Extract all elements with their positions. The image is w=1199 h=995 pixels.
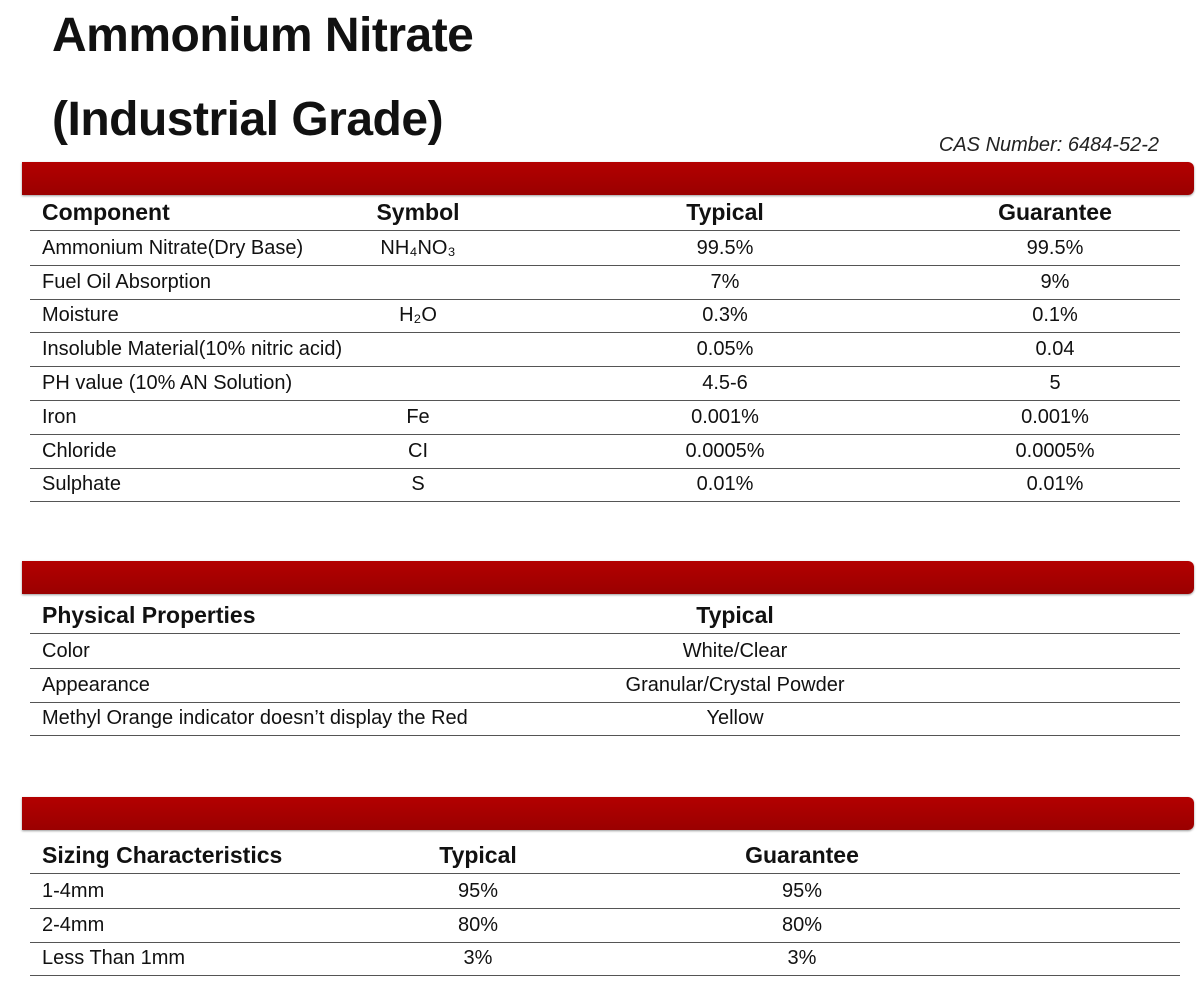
title: (Industrial Grade) bbox=[52, 93, 444, 146]
table-cell: 1-4mm bbox=[42, 879, 105, 902]
row-divider bbox=[30, 701, 1180, 703]
row-divider bbox=[30, 975, 1180, 977]
row-divider bbox=[30, 264, 1180, 266]
cas-number: CAS Number: 6484-52-2 bbox=[938, 134, 1159, 156]
row-divider bbox=[30, 873, 1180, 874]
table-cell: 80% bbox=[457, 913, 499, 936]
column-header: Guarantee bbox=[998, 199, 1112, 225]
table-cell: 5 bbox=[1049, 372, 1061, 394]
table-cell: 95% bbox=[457, 879, 499, 902]
table-cell: 7% bbox=[710, 270, 740, 293]
table-cell: Less Than 1mm bbox=[42, 947, 186, 970]
row-divider bbox=[30, 467, 1180, 469]
column-header: Symbol bbox=[376, 199, 460, 225]
row-divider bbox=[30, 633, 1180, 634]
section-bar bbox=[22, 561, 1194, 594]
table-cell: PH value (10% AN Solution) bbox=[42, 372, 293, 394]
row-divider bbox=[30, 735, 1180, 737]
table-cell: White/Clear bbox=[682, 639, 788, 662]
table-cell: 80% bbox=[781, 913, 823, 936]
table-cell: NH₄NO₃ bbox=[380, 236, 456, 259]
row-divider bbox=[30, 332, 1180, 334]
table-cell: 0.04 bbox=[1035, 338, 1075, 361]
table-cell: 0.0005% bbox=[1015, 439, 1095, 462]
column-header: Guarantee bbox=[745, 842, 859, 868]
table-cell: S bbox=[411, 473, 425, 496]
column-header: Sizing Characteristics bbox=[42, 842, 283, 868]
table-cell: 0.001% bbox=[1021, 405, 1089, 428]
table-cell: 0.01% bbox=[1026, 473, 1084, 496]
row-divider bbox=[30, 501, 1180, 503]
table-cell: Ammonium Nitrate(Dry Base) bbox=[42, 236, 304, 259]
table-cell: 9% bbox=[1040, 270, 1070, 293]
row-divider bbox=[30, 400, 1180, 401]
column-header: Typical bbox=[696, 602, 774, 628]
table-cell: 0.1% bbox=[1032, 304, 1078, 327]
row-divider bbox=[30, 907, 1180, 909]
table-cell: Chloride bbox=[42, 439, 117, 462]
row-divider bbox=[30, 941, 1180, 943]
table-cell: Appearance bbox=[42, 673, 150, 696]
table-cell: 0.05% bbox=[696, 338, 754, 361]
table-cell: 0.01% bbox=[696, 473, 754, 496]
table-cell: Insoluble Material(10% nitric acid) bbox=[42, 338, 343, 361]
section-bar bbox=[22, 797, 1194, 830]
table-cell: CI bbox=[408, 439, 428, 462]
table-cell: Yellow bbox=[706, 707, 764, 730]
row-divider bbox=[30, 230, 1180, 231]
row-divider bbox=[30, 298, 1180, 300]
table-cell: 3% bbox=[463, 947, 493, 970]
table-cell: 0.3% bbox=[702, 304, 748, 327]
column-header: Typical bbox=[439, 842, 517, 868]
table-cell: 95% bbox=[781, 879, 823, 902]
table-cell: Sulphate bbox=[42, 473, 121, 496]
table-cell: 99.5% bbox=[696, 236, 754, 259]
column-header: Typical bbox=[686, 199, 764, 225]
table-cell: 2-4mm bbox=[42, 913, 105, 936]
table-cell: 0.0005% bbox=[685, 439, 765, 462]
table-cell: Iron bbox=[42, 405, 77, 428]
table-cell: Methyl Orange indicator doesn’t display … bbox=[42, 707, 468, 730]
table-cell: Moisture bbox=[42, 304, 119, 327]
section-bar bbox=[22, 162, 1194, 195]
title: Ammonium Nitrate bbox=[52, 9, 474, 62]
column-header: Physical Properties bbox=[42, 602, 256, 628]
table-cell: Fe bbox=[406, 405, 430, 428]
row-divider bbox=[30, 433, 1180, 435]
row-divider bbox=[30, 667, 1180, 669]
table-cell: H₂O bbox=[399, 304, 437, 327]
table-cell: 4.5-6 bbox=[702, 372, 748, 394]
table-cell: Fuel Oil Absorption bbox=[42, 270, 211, 293]
row-divider bbox=[30, 366, 1180, 368]
table-cell: Granular/Crystal Powder bbox=[625, 673, 845, 696]
table-cell: Color bbox=[42, 639, 90, 662]
table-cell: 3% bbox=[787, 947, 817, 970]
table-cell: 0.001% bbox=[691, 405, 759, 428]
column-header: Component bbox=[42, 199, 170, 225]
table-cell: 99.5% bbox=[1026, 236, 1084, 259]
